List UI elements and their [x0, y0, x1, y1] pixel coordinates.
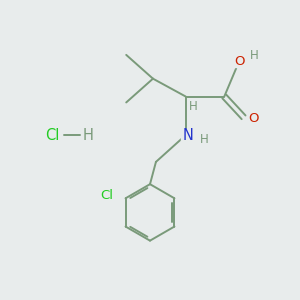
Text: H: H — [83, 128, 94, 142]
Text: O: O — [248, 112, 258, 125]
Text: N: N — [183, 128, 194, 142]
Text: H: H — [200, 133, 208, 146]
Text: Cl: Cl — [100, 189, 114, 202]
Text: Cl: Cl — [45, 128, 59, 142]
Text: O: O — [235, 55, 245, 68]
Text: H: H — [250, 49, 259, 62]
Bar — [99, 190, 115, 201]
Bar — [181, 129, 195, 141]
Text: H: H — [189, 100, 197, 112]
Bar — [233, 56, 246, 68]
Bar — [189, 102, 198, 110]
Bar — [247, 113, 260, 124]
